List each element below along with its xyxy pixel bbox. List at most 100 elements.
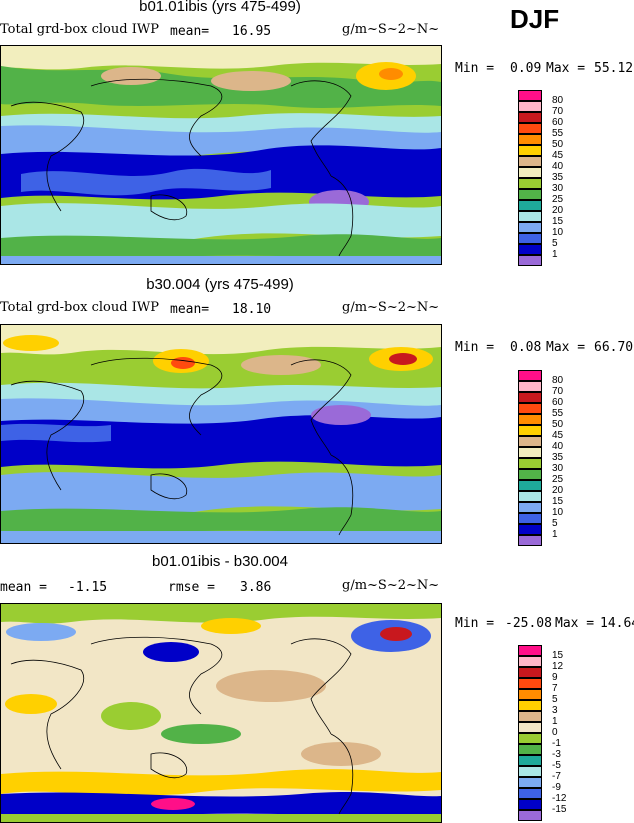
colorbar-swatch (518, 513, 542, 524)
colorbar-tick-label: 30 (552, 463, 564, 474)
colorbar-swatch (518, 799, 542, 810)
field-arctic-band (1, 46, 441, 70)
colorbar-swatch (518, 381, 542, 392)
coastlines (10, 78, 354, 257)
colorbar-tick-label: 25 (552, 474, 564, 485)
field-pos-4 (5, 694, 57, 714)
colorbar-tick-label: -7 (552, 771, 561, 782)
colorbar-swatch (518, 502, 542, 513)
field-nh-mid-1 (211, 71, 291, 91)
colorbar-swatch (518, 535, 542, 546)
colorbar-tick-label: 15 (552, 650, 564, 661)
panel-2-mean-label: mean= (170, 302, 210, 317)
field-sh-neg-band (1, 792, 441, 818)
panel-2-contour-field (1, 325, 441, 543)
field-itcz (1, 415, 441, 469)
panel-3-rmse-value: 3.86 (240, 580, 272, 595)
colorbar-swatch (518, 436, 542, 447)
panel-1-contour-field (1, 46, 441, 264)
colorbar-tick-label: 50 (552, 419, 564, 430)
panel-2-mean-value: 18.10 (232, 302, 272, 317)
field-itcz-inner (21, 168, 271, 196)
field-nh-high-1 (3, 335, 59, 351)
colorbar-swatch (518, 101, 542, 112)
colorbar-swatch (518, 656, 542, 667)
field-pos-3 (216, 670, 326, 702)
colorbar-swatch (518, 491, 542, 502)
colorbar-swatch (518, 425, 542, 436)
panel-1-mean-value: 16.95 (232, 24, 272, 39)
colorbar-tick-label: 15 (552, 216, 564, 227)
colorbar-swatch (518, 90, 542, 101)
colorbar-swatch (518, 744, 542, 755)
panel-1-colorbar: 80 70 60 55 50 45 40 35 30 25 20 15 10 5 1 (518, 90, 578, 266)
colorbar-tick-label: 80 (552, 375, 564, 386)
colorbar-swatch (518, 711, 542, 722)
field-neg-5 (161, 724, 241, 744)
panel-1-title: b01.01ibis (yrs 475-499) (139, 0, 301, 15)
colorbar-swatch (518, 255, 542, 266)
colorbar-tick-label: 20 (552, 485, 564, 496)
colorbar-tick-label: -5 (552, 760, 561, 771)
colorbar-swatch (518, 810, 542, 821)
field-nh-mid-1 (241, 355, 321, 375)
panel-2-min-label: Min = (455, 340, 495, 355)
colorbar-tick-label: -15 (552, 804, 567, 815)
panel-1-units: g/m~S~2~N~ (342, 22, 440, 37)
colorbar-swatch (518, 403, 542, 414)
panel-1-variable-label: Total grd-box cloud IWP (0, 22, 159, 37)
colorbar-swatch (518, 766, 542, 777)
colorbar-tick-label: 25 (552, 194, 564, 205)
season-label: DJF (510, 4, 560, 34)
colorbar-tick-label: 10 (552, 507, 564, 518)
panel-2-units: g/m~S~2~N~ (342, 300, 440, 315)
field-pos-5 (301, 742, 381, 766)
colorbar-tick-label: 40 (552, 161, 564, 172)
colorbar-tick-label: 5 (552, 694, 558, 705)
colorbar-tick-label: 50 (552, 139, 564, 150)
panel-1-max-label: Max = (546, 61, 586, 76)
colorbar-tick-label: 60 (552, 397, 564, 408)
colorbar-tick-label: 1 (552, 716, 558, 727)
colorbar-swatch (518, 678, 542, 689)
colorbar-swatch (518, 370, 542, 381)
panel-2-title: b30.004 (yrs 475-499) (146, 276, 294, 293)
colorbar-swatch (518, 123, 542, 134)
colorbar-tick-label: 7 (552, 683, 558, 694)
field-arctic-band (1, 604, 441, 624)
field-pos-6 (151, 798, 195, 810)
field-pos-1 (380, 627, 412, 641)
field-antarctic (1, 531, 441, 543)
panel-3-title: b01.01ibis - b30.004 (152, 553, 288, 570)
colorbar-swatch (518, 414, 542, 425)
colorbar-tick-label: 10 (552, 227, 564, 238)
field-sh-storm-band (1, 507, 441, 535)
colorbar-tick-label: -9 (552, 782, 561, 793)
colorbar-swatch (518, 689, 542, 700)
colorbar-tick-label: 45 (552, 430, 564, 441)
colorbar-tick-label: 60 (552, 117, 564, 128)
colorbar-tick-label: -12 (552, 793, 567, 804)
colorbar-tick-label: 20 (552, 205, 564, 216)
coastlines (10, 357, 354, 536)
colorbar-swatch (518, 667, 542, 678)
colorbar-tick-label: 80 (552, 95, 564, 106)
colorbar-swatch (518, 233, 542, 244)
panel-2-max-value: 66.70 (594, 340, 634, 355)
field-neg-1 (6, 623, 76, 641)
colorbar-swatch (518, 447, 542, 458)
field-itcz-inner (1, 423, 111, 443)
field-antarctic (1, 256, 441, 264)
panel-2-colorbar: 80 70 60 55 50 45 40 35 30 25 20 15 10 5 1 (518, 370, 578, 546)
colorbar-swatch (518, 156, 542, 167)
panel-1-map (0, 45, 442, 265)
panel-3-units: g/m~S~2~N~ (342, 578, 440, 593)
colorbar-tick-label: 9 (552, 672, 558, 683)
colorbar-tick-label: 45 (552, 150, 564, 161)
field-neg-2 (143, 642, 199, 662)
coastlines (10, 636, 354, 815)
field-sh-storm-band (1, 234, 441, 260)
field-sh-pos-band (1, 769, 441, 796)
panel-1-max-value: 55.12 (594, 61, 634, 76)
colorbar-swatch (518, 469, 542, 480)
